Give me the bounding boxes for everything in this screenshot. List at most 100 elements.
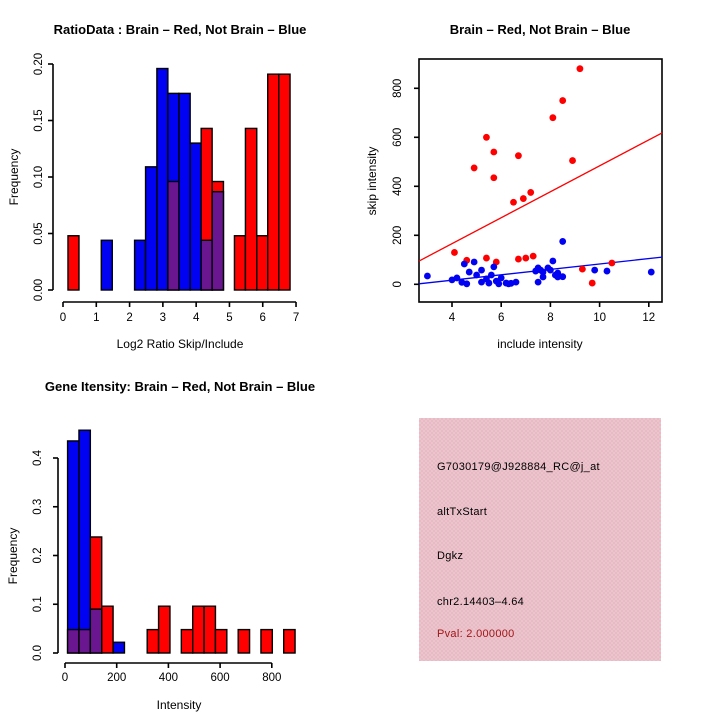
gene-name-text: Dgkz — [437, 550, 464, 562]
scatter-point-brain — [510, 198, 517, 206]
gene_hist-title: Gene Itensity: Brain – Red, Not Brain – … — [45, 379, 315, 394]
hist-bar-not-brain — [156, 67, 169, 291]
y-tick-label: 0.4 — [32, 449, 44, 466]
x-tick-label: 600 — [211, 672, 230, 684]
scatter-point-not-brain — [487, 271, 495, 279]
scatter-point-not-brain — [453, 274, 461, 282]
scatter-point-not-brain — [463, 280, 471, 288]
y-tick-label: 0.20 — [33, 53, 45, 75]
scatter-point-not-brain — [554, 273, 562, 281]
hist-bar-overlap — [200, 239, 213, 291]
y-tick-label: 400 — [392, 177, 404, 196]
y-tick-label: 0.05 — [33, 222, 45, 244]
x-tick-label: 6 — [260, 312, 266, 324]
hist-bar-overlap — [167, 180, 180, 291]
y-tick-label: 0.00 — [33, 279, 45, 301]
hist-bar-brain — [214, 628, 228, 654]
hist-bar-brain — [180, 628, 194, 654]
event-type-text: altTxStart — [437, 506, 488, 518]
chromosome-location-text: chr2.14403–4.64 — [437, 596, 525, 608]
hist-bar-not-brain — [100, 239, 113, 291]
pval-text: Pval: 2.000000 — [437, 628, 515, 640]
scatter-point-brain — [515, 152, 522, 160]
regression-line-brain-fit — [418, 132, 663, 262]
x-tick-label: 0 — [60, 312, 66, 324]
x-axis-title: Intensity — [157, 698, 202, 712]
scatter-point-brain — [569, 157, 576, 164]
scatter-point-not-brain — [485, 279, 493, 287]
ratio-histogram-chart: RatioData : Brain – Red, Not Brain – Blu… — [7, 22, 307, 351]
panel-gene-intensity-histogram: Gene Itensity: Brain – Red, Not Brain – … — [0, 360, 360, 720]
y-axis-title: Frequency — [6, 528, 20, 585]
scatter-point-not-brain — [559, 238, 567, 245]
x-tick-label: 12 — [642, 312, 655, 324]
hist-bar-overlap — [89, 608, 103, 654]
hist-bar-overlap — [78, 628, 92, 654]
scatter-point-not-brain — [497, 274, 505, 282]
scatter-point-brain — [588, 279, 596, 287]
y-tick-label: 600 — [392, 128, 404, 147]
hist-bar-not-brain — [112, 641, 126, 654]
plot-box — [418, 58, 663, 303]
scatter-point-not-brain — [512, 278, 520, 286]
ratio_hist-title: RatioData : Brain – Red, Not Brain – Blu… — [54, 22, 307, 37]
y-tick-label: 0.10 — [33, 166, 45, 188]
hist-bar-brain — [267, 73, 280, 291]
hist-bar-not-brain — [66, 440, 80, 654]
y-tick-label: 0.3 — [32, 499, 44, 515]
scatter-title: Brain – Red, Not Brain – Blue — [450, 22, 631, 37]
scatter-point-not-brain — [591, 266, 599, 274]
scatter-point-not-brain — [424, 272, 431, 280]
scatter-point-brain — [490, 174, 498, 182]
scatter-point-not-brain — [460, 260, 468, 268]
scatter-point-brain — [559, 97, 567, 104]
x-tick-label: 0 — [62, 672, 68, 684]
info-panel: G7030179@J928884_RC@j_at altTxStart Dgkz… — [419, 418, 661, 661]
scatter-point-not-brain — [478, 266, 485, 274]
scatter-point-not-brain — [539, 273, 547, 281]
y-tick-label: 0 — [392, 281, 404, 287]
scatter-point-brain — [527, 189, 535, 196]
scatter-point-brain — [519, 195, 527, 202]
scatter-point-not-brain — [549, 257, 557, 265]
x-tick-label: 200 — [107, 672, 126, 684]
scatter-point-brain — [576, 65, 584, 73]
y-axis-title: Frequency — [7, 149, 21, 206]
hist-bar-not-brain — [144, 166, 158, 291]
scatter-point-not-brain — [495, 280, 503, 288]
x-tick-label: 4 — [193, 312, 200, 324]
scatter-point-brain — [483, 254, 490, 262]
y-tick-label: 0.0 — [32, 645, 44, 661]
scatter-point-brain — [608, 259, 616, 267]
hist-bar-brain — [203, 605, 217, 654]
panel-ratio-histogram: RatioData : Brain – Red, Not Brain – Blu… — [0, 0, 360, 360]
hist-bar-brain — [260, 628, 274, 654]
scatter-point-brain — [483, 133, 490, 141]
hist-bar-not-brain — [78, 429, 92, 654]
hist-bar-brain — [101, 605, 114, 654]
hist-bar-overlap — [211, 190, 225, 291]
hist-bar-brain — [256, 235, 269, 291]
intensity-scatter-chart: Brain – Red, Not Brain – Blue 0 200 400 600 8… — [365, 22, 663, 351]
hist-bar-brain — [67, 235, 80, 291]
hist-bar-brain — [157, 605, 171, 654]
x-tick-label: 8 — [547, 312, 553, 324]
x-tick-label: 400 — [159, 672, 178, 684]
hist-bar-not-brain — [178, 92, 191, 291]
x-axis-title: include intensity — [497, 337, 582, 351]
scatter-point-not-brain — [534, 278, 542, 286]
hist-bar-brain — [282, 628, 296, 654]
x-tick-label: 7 — [293, 312, 299, 324]
hist-bar-overlap — [66, 628, 80, 654]
hist-bar-brain — [233, 235, 247, 291]
scatter-point-brain — [470, 164, 478, 172]
scatter-point-brain — [515, 255, 522, 263]
scatter-point-not-brain — [539, 268, 547, 276]
hist-bar-not-brain — [189, 142, 202, 291]
y-tick-label: 800 — [392, 79, 404, 98]
scatter-point-brain — [490, 148, 498, 156]
scatter-point-brain — [549, 114, 557, 122]
scatter-point-not-brain — [490, 263, 498, 271]
scatter-point-not-brain — [647, 268, 655, 276]
